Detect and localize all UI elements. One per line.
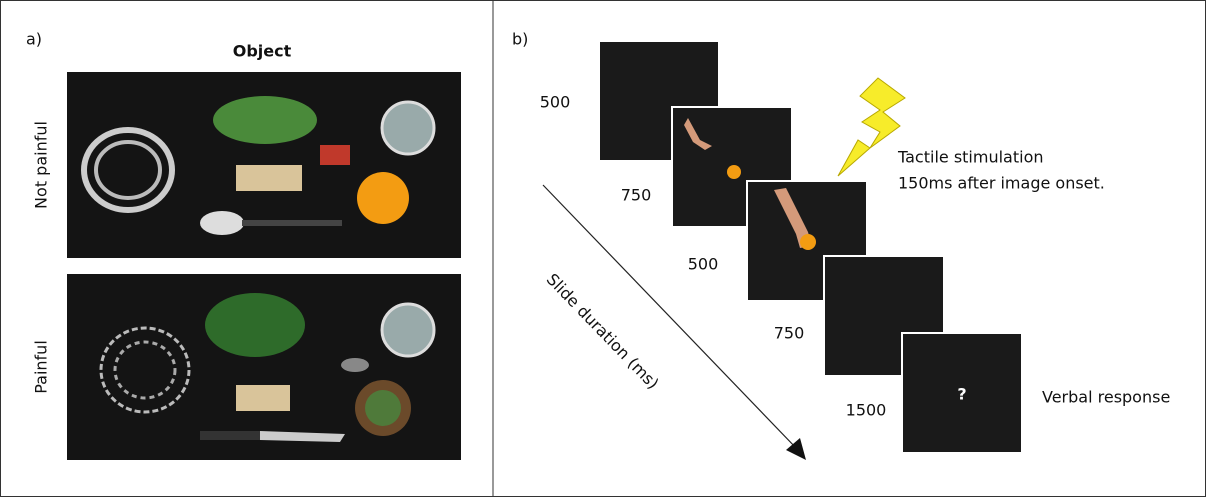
photo-painful <box>67 274 461 460</box>
slide-duration: 1500 <box>846 401 887 420</box>
slide-duration: 500 <box>540 93 571 112</box>
response-note: Verbal response <box>1042 388 1170 407</box>
slide <box>901 332 1023 454</box>
panel-label: a) <box>26 30 42 49</box>
panel-label: b) <box>512 30 528 49</box>
photo-not-painful <box>67 72 461 258</box>
time-arrow <box>542 184 806 460</box>
slide-content: ? <box>957 385 966 404</box>
slide-duration: 500 <box>688 255 719 274</box>
row-label: Not painful <box>32 121 51 209</box>
column-header: Object <box>233 42 292 61</box>
lightning-icon <box>837 77 906 177</box>
slide-duration: 750 <box>774 324 805 343</box>
slide-duration: 750 <box>621 186 652 205</box>
stimulation-note: Tactile stimulation <box>897 148 1044 167</box>
row-label: Painful <box>32 340 51 394</box>
stimulation-note: 150ms after image onset. <box>898 174 1105 193</box>
